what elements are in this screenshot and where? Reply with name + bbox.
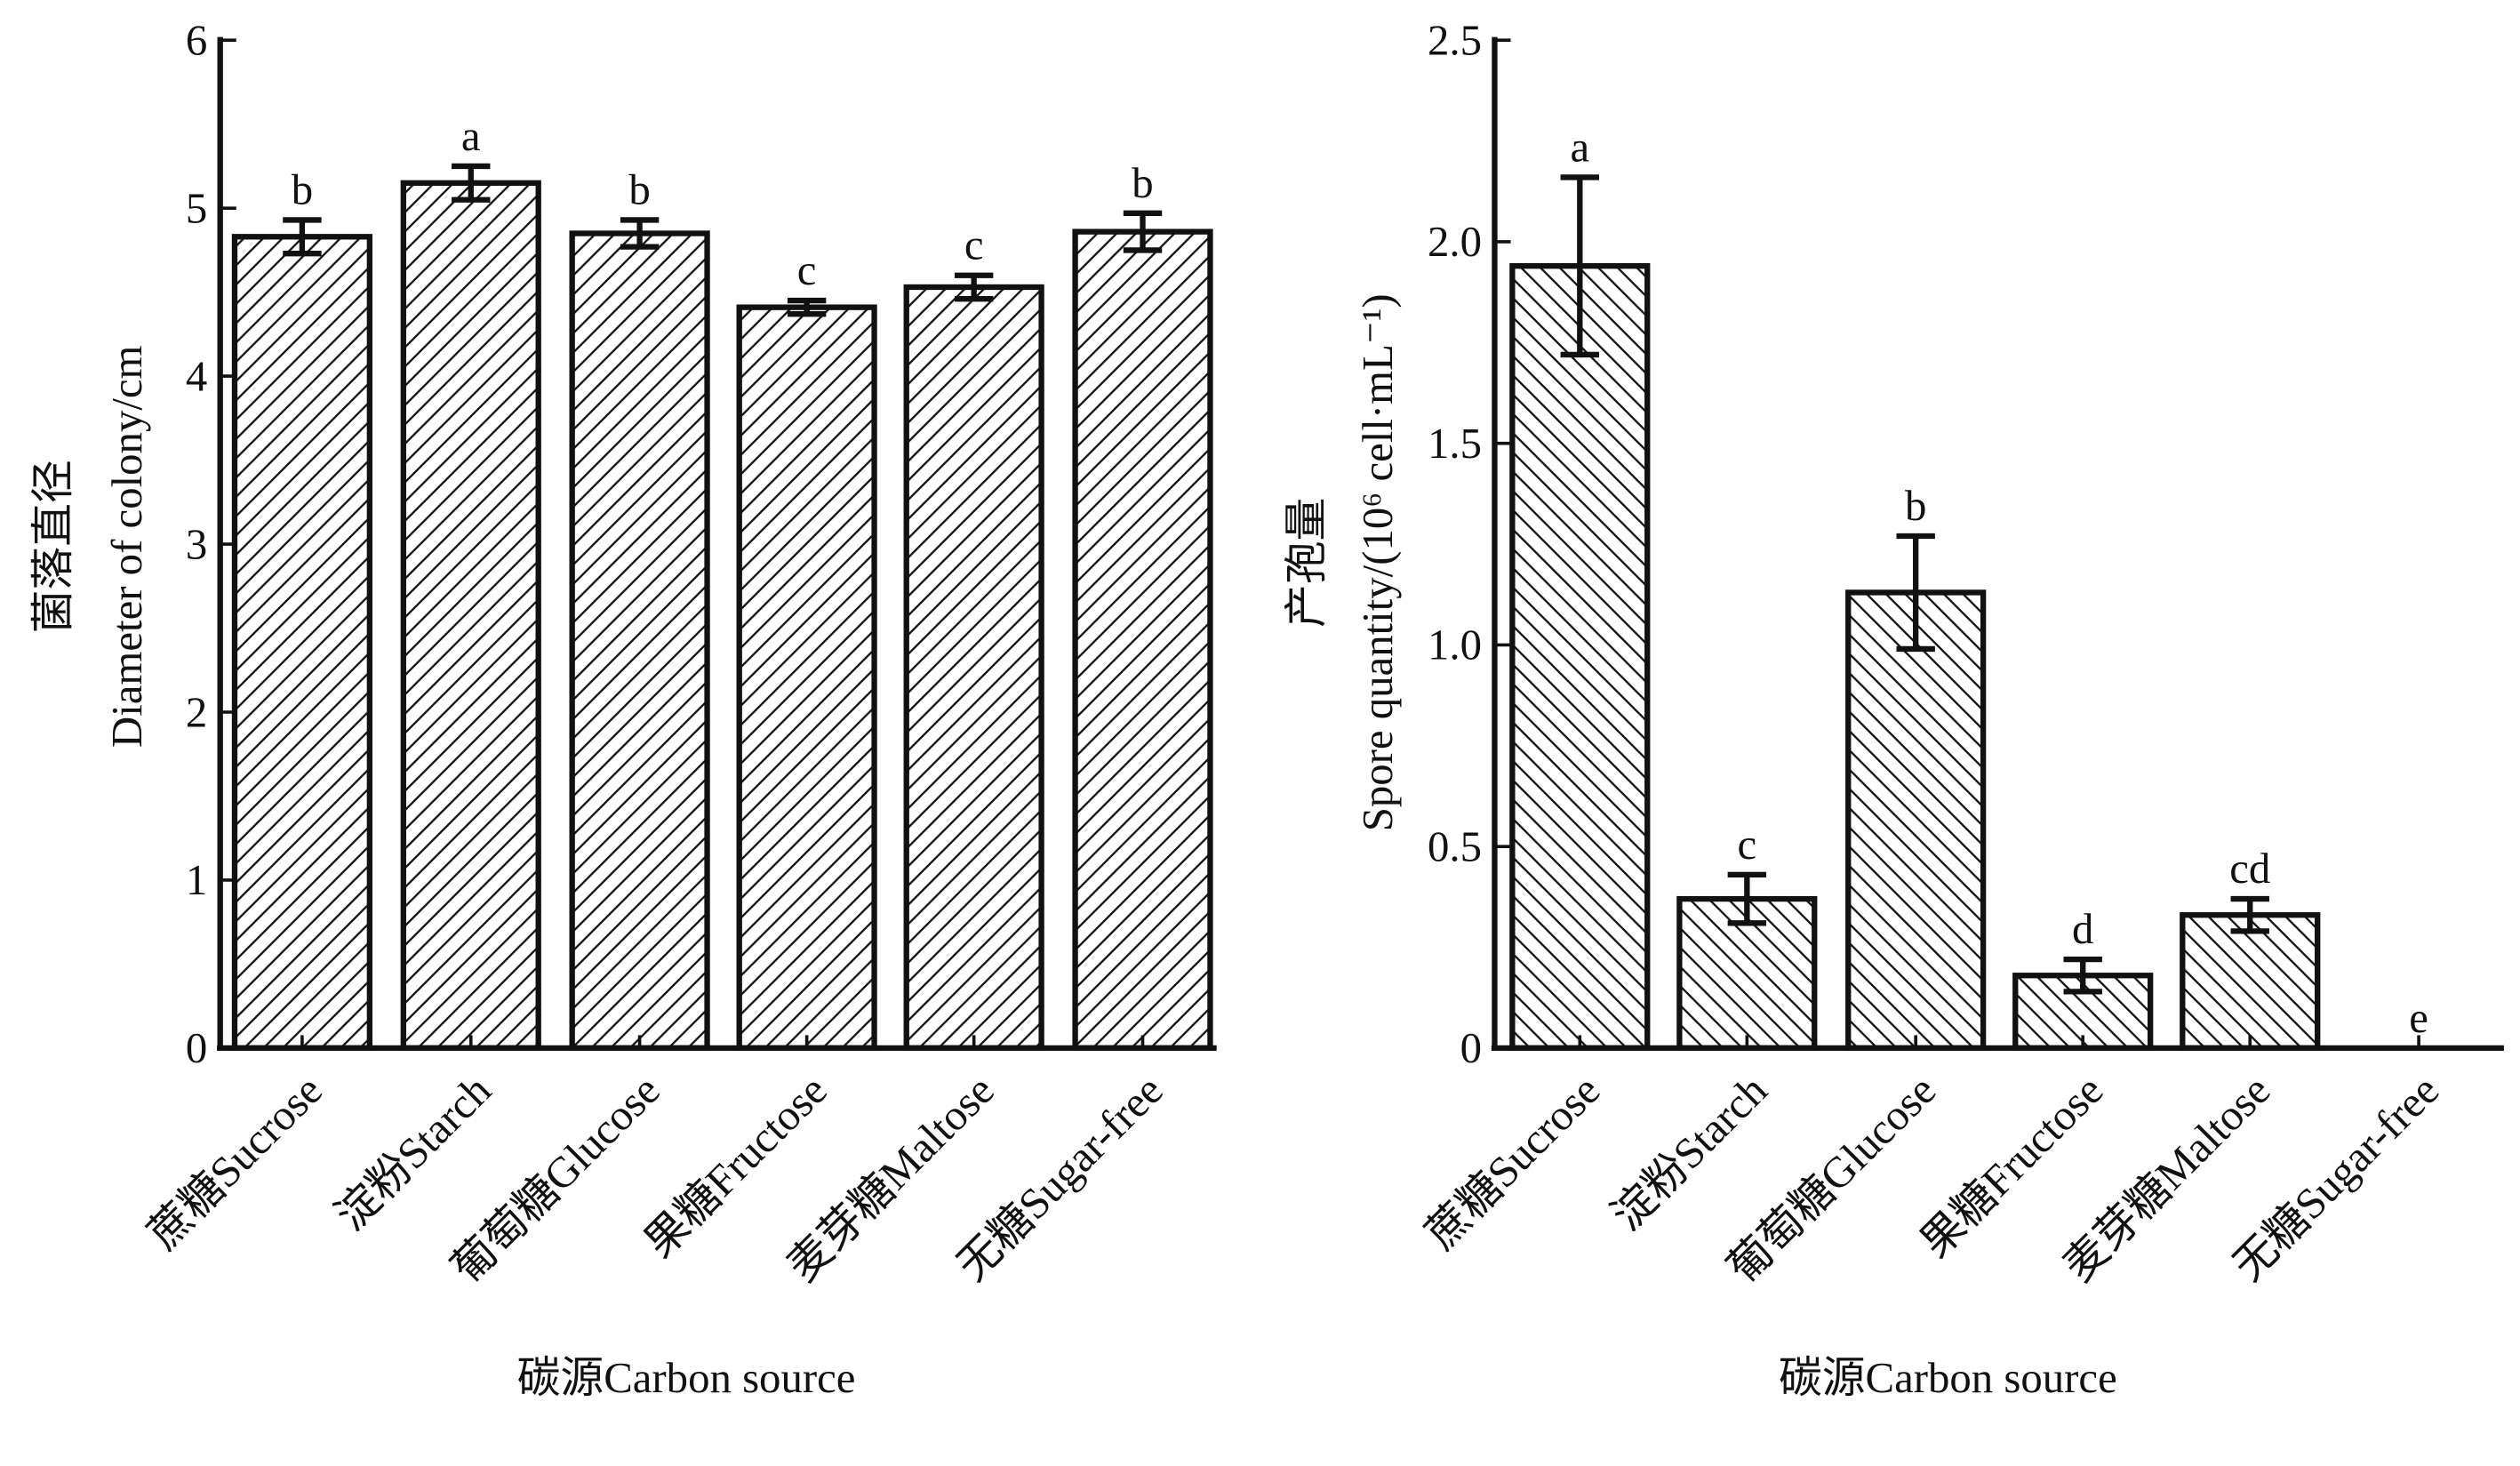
x-axis-label: 碳源Carbon source [517,1354,856,1402]
y-tick-label: 2.5 [1428,17,1482,65]
bar [2180,912,2321,1052]
y-tick-label: 0 [1460,1024,1482,1072]
y-axis-label-cn: 菌落直径 [29,460,77,633]
bar [1676,895,1818,1052]
significance-letter: b [292,165,313,213]
error-bar [1123,210,1163,253]
y-tick-label: 4 [186,352,207,400]
bar [1845,589,1987,1052]
error-bar [1896,533,1935,653]
error-bar [1560,174,1599,358]
x-axis-label: 碳源Carbon source [1779,1354,2117,1402]
y-tick-label: 5 [186,184,207,232]
y-tick-label: 2.0 [1428,218,1482,266]
y-axis-label-cn: 产孢量 [1283,498,1331,628]
error-bar [787,297,827,317]
bar [1509,263,1651,1052]
error-bar [2063,956,2102,995]
colony-diameter-chart: b蔗糖Sucrosea淀粉Starchb葡萄糖Glucosec果糖Fructos… [29,17,1217,1402]
bar [903,284,1044,1052]
x-tick-label: 蔗糖Sucrose [140,1066,332,1258]
error-bar [452,163,491,203]
y-tick-label: 6 [186,17,207,65]
bar [400,180,541,1052]
bar [231,234,373,1052]
y-tick-label: 1 [186,856,207,904]
error-bar [954,272,994,302]
error-bar [283,217,322,257]
significance-letter: b [1132,159,1153,207]
significance-letter: b [628,165,650,213]
significance-letter: b [1905,482,1926,530]
significance-letter: a [1570,123,1589,171]
x-tick-label: 淀粉Starch [1603,1066,1776,1239]
bar [569,230,710,1052]
y-tick-label: 1.5 [1428,420,1482,468]
bar [736,304,877,1052]
y-axis-label: Spore quantity/(10⁶ cell·mL⁻¹) [1354,293,1402,831]
significance-letter: e [2409,994,2428,1042]
y-tick-label: 3 [186,520,207,568]
y-tick-label: 1.0 [1428,621,1482,669]
y-tick-label: 0 [186,1024,207,1072]
x-tick-label: 淀粉Starch [326,1066,500,1239]
significance-letter: d [2072,905,2093,953]
x-tick-label: 蔗糖Sucrose [1417,1066,1609,1258]
error-bar [620,217,660,250]
significance-letter: cd [2229,845,2270,893]
spore-quantity-chart: a蔗糖Sucrosec淀粉Starchb葡萄糖Glucosed果糖Fructos… [1283,17,2504,1402]
error-bar [2230,895,2269,934]
significance-letter: c [1737,821,1756,869]
bar [1072,228,1213,1052]
y-tick-label: 2 [186,688,207,736]
y-axis-label: Diameter of colony/cm [103,345,151,748]
significance-letter: c [964,221,984,269]
significance-letter: c [797,246,817,294]
y-tick-label: 0.5 [1428,822,1482,870]
significance-letter: a [461,112,481,160]
error-bar [1727,871,1767,926]
